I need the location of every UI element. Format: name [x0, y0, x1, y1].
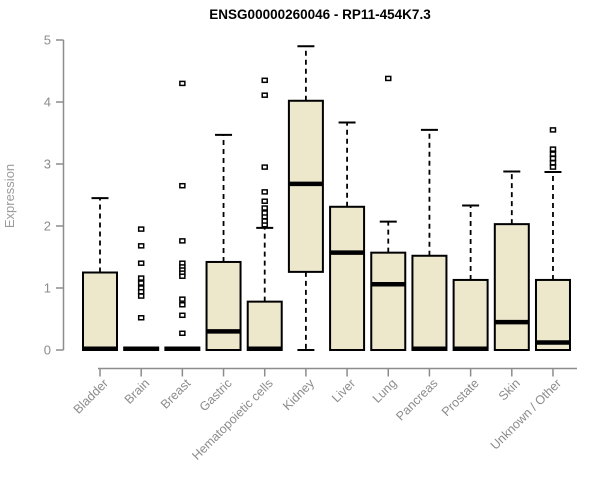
- outlier-point: [179, 312, 186, 319]
- x-tick-label-brain: Brain: [122, 376, 153, 407]
- box-gastric: [205, 260, 242, 351]
- outlier-point: [137, 260, 145, 266]
- box-group-gastric: [205, 133, 242, 351]
- box-group-kidney: [287, 45, 324, 351]
- x-tick-label-hematopoietic-cells: Hematopoietic cells: [189, 376, 276, 463]
- outlier-point: [179, 296, 186, 302]
- box-skin: [493, 223, 530, 351]
- y-tick-label: 3: [44, 157, 51, 172]
- outlier-point: [549, 151, 557, 157]
- outlier-point: [549, 155, 557, 162]
- box-group-unknown-other: [534, 127, 571, 351]
- box-lung: [370, 251, 407, 351]
- outlier-point: [137, 275, 145, 281]
- box-hematopoietic-cells: [246, 300, 283, 352]
- outlier-point: [179, 330, 186, 337]
- outlier-point: [137, 293, 145, 299]
- box-liver: [329, 205, 366, 351]
- boxes-group: [82, 45, 571, 352]
- outlier-point: [385, 75, 392, 82]
- box-unknown-other: [534, 278, 571, 351]
- outlier-point: [137, 243, 145, 249]
- box-group-skin: [493, 170, 530, 351]
- outlier-point: [549, 127, 557, 133]
- outlier-point: [549, 164, 557, 170]
- outlier-point: [549, 160, 557, 166]
- box-kidney: [287, 99, 324, 273]
- box-bladder: [82, 271, 118, 351]
- box-pancreas: [411, 254, 448, 351]
- x-tick-label-bladder: Bladder: [71, 376, 111, 416]
- x-tick-label-lung: Lung: [370, 376, 400, 406]
- y-tick-label: 0: [44, 343, 51, 358]
- y-tick-label: 1: [44, 281, 51, 296]
- x-tick-label-gastric: Gastric: [197, 376, 235, 414]
- y-tick-label: 5: [44, 33, 51, 48]
- box-group-brain: [123, 226, 160, 352]
- outlier-point: [261, 92, 268, 98]
- x-tick-label-breast: Breast: [158, 376, 194, 412]
- y-axis-label: Expression: [2, 164, 17, 228]
- box-group-lung: [370, 75, 407, 351]
- box-group-hematopoietic-cells: [246, 77, 283, 352]
- outlier-point: [137, 280, 145, 286]
- outlier-point: [261, 189, 268, 195]
- outlier-point: [549, 146, 557, 152]
- x-tick-label-pancreas: Pancreas: [393, 376, 440, 423]
- outlier-point: [137, 288, 145, 295]
- x-tick-label-liver: Liver: [329, 376, 358, 405]
- y-tick-label: 4: [44, 95, 51, 110]
- x-tick-label-unknown-other: Unknown / Other: [488, 376, 564, 452]
- outlier-point: [179, 238, 186, 244]
- outlier-point: [261, 164, 268, 170]
- box-group-bladder: [82, 197, 118, 352]
- outlier-point: [261, 205, 268, 211]
- x-tick-label-prostate: Prostate: [439, 376, 482, 419]
- outlier-point: [179, 273, 186, 279]
- box-group-pancreas: [411, 128, 448, 352]
- x-tick-label-kidney: Kidney: [280, 376, 317, 413]
- x-tick-label-skin: Skin: [496, 376, 523, 403]
- outlier-point: [261, 198, 268, 204]
- outlier-point: [179, 80, 186, 87]
- outlier-point: [261, 77, 268, 84]
- box-group-prostate: [452, 204, 489, 352]
- box-group-liver: [329, 121, 366, 351]
- box-prostate: [452, 278, 489, 351]
- outlier-point: [137, 226, 145, 232]
- outlier-point: [179, 182, 186, 189]
- chart-title: ENSG00000260046 - RP11-454K7.3: [209, 7, 431, 22]
- outlier-point: [179, 301, 186, 308]
- outlier-point: [261, 210, 268, 216]
- box-group-breast: [164, 80, 201, 352]
- outlier-point: [137, 315, 145, 321]
- outlier-point: [261, 218, 268, 224]
- y-tick-label: 2: [44, 219, 51, 234]
